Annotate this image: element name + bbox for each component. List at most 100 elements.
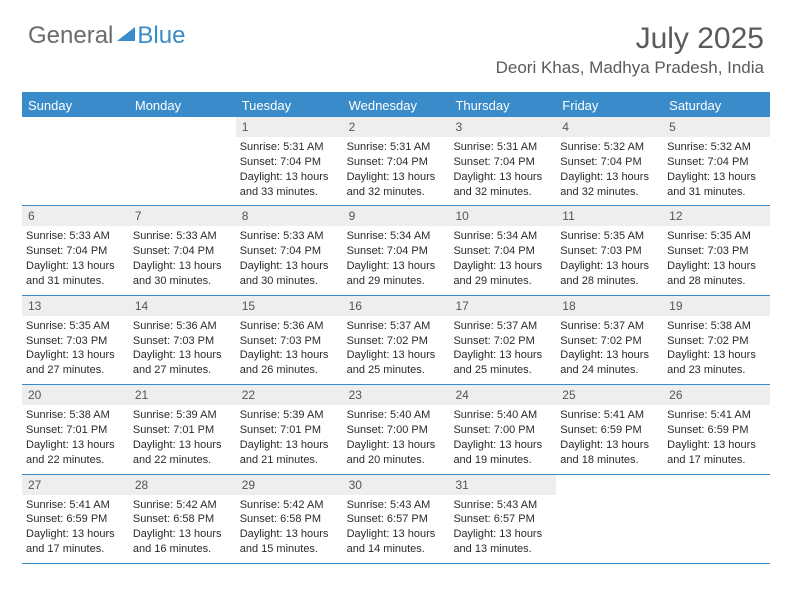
sunrise-label: Sunrise: 5:42 AM bbox=[240, 498, 339, 513]
daylight-label: Daylight: 13 hours and 29 minutes. bbox=[453, 259, 552, 289]
day-number: 27 bbox=[22, 475, 129, 495]
day-cell: 8Sunrise: 5:33 AMSunset: 7:04 PMDaylight… bbox=[236, 206, 343, 294]
daylight-label: Daylight: 13 hours and 22 minutes. bbox=[133, 438, 232, 468]
sunrise-label: Sunrise: 5:37 AM bbox=[560, 319, 659, 334]
sunrise-label: Sunrise: 5:39 AM bbox=[133, 408, 232, 423]
day-number: 17 bbox=[449, 296, 556, 316]
day-cell bbox=[129, 117, 236, 205]
dow-header: Saturday bbox=[663, 94, 770, 117]
day-number bbox=[22, 117, 129, 123]
location-label: Deori Khas, Madhya Pradesh, India bbox=[496, 58, 764, 78]
sunset-label: Sunset: 7:03 PM bbox=[667, 244, 766, 259]
daylight-label: Daylight: 13 hours and 25 minutes. bbox=[347, 348, 446, 378]
day-cell: 18Sunrise: 5:37 AMSunset: 7:02 PMDayligh… bbox=[556, 296, 663, 384]
day-cell: 17Sunrise: 5:37 AMSunset: 7:02 PMDayligh… bbox=[449, 296, 556, 384]
day-details: Sunrise: 5:37 AMSunset: 7:02 PMDaylight:… bbox=[343, 316, 450, 384]
day-number: 13 bbox=[22, 296, 129, 316]
sunrise-label: Sunrise: 5:33 AM bbox=[133, 229, 232, 244]
sunset-label: Sunset: 6:57 PM bbox=[347, 512, 446, 527]
week-row: 6Sunrise: 5:33 AMSunset: 7:04 PMDaylight… bbox=[22, 206, 770, 295]
sunrise-label: Sunrise: 5:37 AM bbox=[453, 319, 552, 334]
day-number: 9 bbox=[343, 206, 450, 226]
day-details: Sunrise: 5:39 AMSunset: 7:01 PMDaylight:… bbox=[236, 405, 343, 473]
day-cell: 11Sunrise: 5:35 AMSunset: 7:03 PMDayligh… bbox=[556, 206, 663, 294]
day-details: Sunrise: 5:43 AMSunset: 6:57 PMDaylight:… bbox=[343, 495, 450, 563]
daylight-label: Daylight: 13 hours and 24 minutes. bbox=[560, 348, 659, 378]
day-number: 18 bbox=[556, 296, 663, 316]
day-details: Sunrise: 5:33 AMSunset: 7:04 PMDaylight:… bbox=[22, 226, 129, 294]
day-cell: 12Sunrise: 5:35 AMSunset: 7:03 PMDayligh… bbox=[663, 206, 770, 294]
day-details: Sunrise: 5:42 AMSunset: 6:58 PMDaylight:… bbox=[236, 495, 343, 563]
sunrise-label: Sunrise: 5:31 AM bbox=[240, 140, 339, 155]
day-number: 25 bbox=[556, 385, 663, 405]
daylight-label: Daylight: 13 hours and 27 minutes. bbox=[26, 348, 125, 378]
daylight-label: Daylight: 13 hours and 30 minutes. bbox=[240, 259, 339, 289]
day-number: 24 bbox=[449, 385, 556, 405]
week-row: 13Sunrise: 5:35 AMSunset: 7:03 PMDayligh… bbox=[22, 296, 770, 385]
sunset-label: Sunset: 7:03 PM bbox=[240, 334, 339, 349]
sunset-label: Sunset: 7:04 PM bbox=[453, 244, 552, 259]
sunrise-label: Sunrise: 5:36 AM bbox=[240, 319, 339, 334]
week-row: 27Sunrise: 5:41 AMSunset: 6:59 PMDayligh… bbox=[22, 475, 770, 564]
day-number: 26 bbox=[663, 385, 770, 405]
day-details: Sunrise: 5:31 AMSunset: 7:04 PMDaylight:… bbox=[343, 137, 450, 205]
day-cell: 19Sunrise: 5:38 AMSunset: 7:02 PMDayligh… bbox=[663, 296, 770, 384]
title-block: July 2025 Deori Khas, Madhya Pradesh, In… bbox=[496, 22, 764, 78]
daylight-label: Daylight: 13 hours and 21 minutes. bbox=[240, 438, 339, 468]
day-number: 20 bbox=[22, 385, 129, 405]
day-number: 28 bbox=[129, 475, 236, 495]
day-number: 7 bbox=[129, 206, 236, 226]
day-cell: 30Sunrise: 5:43 AMSunset: 6:57 PMDayligh… bbox=[343, 475, 450, 563]
day-number: 23 bbox=[343, 385, 450, 405]
day-cell bbox=[22, 117, 129, 205]
day-cell: 27Sunrise: 5:41 AMSunset: 6:59 PMDayligh… bbox=[22, 475, 129, 563]
day-cell: 25Sunrise: 5:41 AMSunset: 6:59 PMDayligh… bbox=[556, 385, 663, 473]
day-number: 10 bbox=[449, 206, 556, 226]
day-details: Sunrise: 5:37 AMSunset: 7:02 PMDaylight:… bbox=[556, 316, 663, 384]
sunset-label: Sunset: 6:59 PM bbox=[560, 423, 659, 438]
dow-header: Thursday bbox=[449, 94, 556, 117]
day-number: 30 bbox=[343, 475, 450, 495]
daylight-label: Daylight: 13 hours and 23 minutes. bbox=[667, 348, 766, 378]
day-number bbox=[129, 117, 236, 123]
day-cell: 28Sunrise: 5:42 AMSunset: 6:58 PMDayligh… bbox=[129, 475, 236, 563]
day-number: 11 bbox=[556, 206, 663, 226]
day-number: 14 bbox=[129, 296, 236, 316]
day-cell: 5Sunrise: 5:32 AMSunset: 7:04 PMDaylight… bbox=[663, 117, 770, 205]
sunset-label: Sunset: 7:04 PM bbox=[133, 244, 232, 259]
sunrise-label: Sunrise: 5:36 AM bbox=[133, 319, 232, 334]
daylight-label: Daylight: 13 hours and 31 minutes. bbox=[667, 170, 766, 200]
day-details: Sunrise: 5:36 AMSunset: 7:03 PMDaylight:… bbox=[236, 316, 343, 384]
sunrise-label: Sunrise: 5:40 AM bbox=[347, 408, 446, 423]
sunset-label: Sunset: 7:03 PM bbox=[560, 244, 659, 259]
day-cell: 10Sunrise: 5:34 AMSunset: 7:04 PMDayligh… bbox=[449, 206, 556, 294]
day-cell bbox=[556, 475, 663, 563]
sunrise-label: Sunrise: 5:41 AM bbox=[560, 408, 659, 423]
daylight-label: Daylight: 13 hours and 30 minutes. bbox=[133, 259, 232, 289]
day-number: 3 bbox=[449, 117, 556, 137]
sunset-label: Sunset: 7:04 PM bbox=[560, 155, 659, 170]
day-number: 29 bbox=[236, 475, 343, 495]
sunrise-label: Sunrise: 5:41 AM bbox=[26, 498, 125, 513]
day-number bbox=[556, 475, 663, 481]
sunset-label: Sunset: 7:04 PM bbox=[453, 155, 552, 170]
day-number: 31 bbox=[449, 475, 556, 495]
day-details: Sunrise: 5:32 AMSunset: 7:04 PMDaylight:… bbox=[663, 137, 770, 205]
daylight-label: Daylight: 13 hours and 29 minutes. bbox=[347, 259, 446, 289]
dow-header: Sunday bbox=[22, 94, 129, 117]
sunset-label: Sunset: 7:03 PM bbox=[133, 334, 232, 349]
sunrise-label: Sunrise: 5:35 AM bbox=[26, 319, 125, 334]
sunrise-label: Sunrise: 5:38 AM bbox=[26, 408, 125, 423]
daylight-label: Daylight: 13 hours and 28 minutes. bbox=[667, 259, 766, 289]
daylight-label: Daylight: 13 hours and 32 minutes. bbox=[560, 170, 659, 200]
sunrise-label: Sunrise: 5:41 AM bbox=[667, 408, 766, 423]
sunrise-label: Sunrise: 5:31 AM bbox=[453, 140, 552, 155]
sunrise-label: Sunrise: 5:42 AM bbox=[133, 498, 232, 513]
day-number: 1 bbox=[236, 117, 343, 137]
daylight-label: Daylight: 13 hours and 25 minutes. bbox=[453, 348, 552, 378]
day-details: Sunrise: 5:35 AMSunset: 7:03 PMDaylight:… bbox=[22, 316, 129, 384]
day-details: Sunrise: 5:35 AMSunset: 7:03 PMDaylight:… bbox=[556, 226, 663, 294]
day-number: 16 bbox=[343, 296, 450, 316]
day-number: 4 bbox=[556, 117, 663, 137]
sunset-label: Sunset: 7:03 PM bbox=[26, 334, 125, 349]
